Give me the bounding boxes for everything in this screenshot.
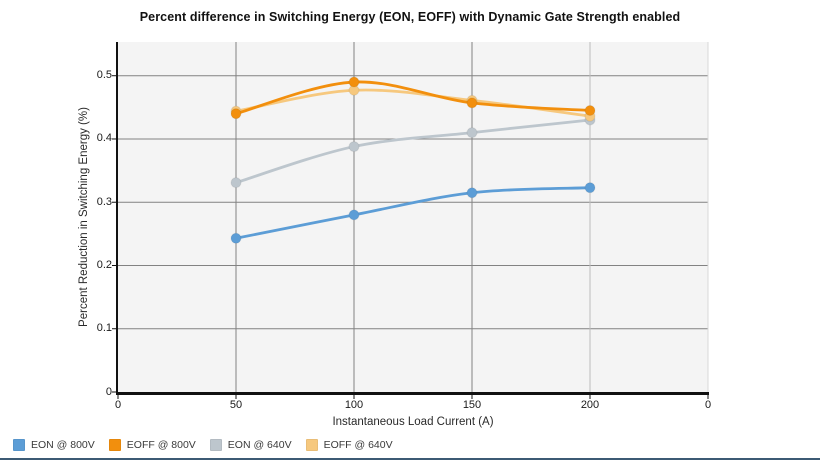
series-line-eon-800v: [234, 186, 592, 240]
x-tick-label: 0: [704, 399, 712, 411]
data-point-eon-640v: [230, 177, 242, 189]
data-point-eon-800v: [466, 187, 478, 199]
x-tick-label: 150: [462, 399, 482, 411]
y-tick-label: 0.1: [96, 322, 112, 335]
chart-title: Percent difference in Switching Energy (…: [139, 10, 681, 24]
y-tick-label: 0.5: [96, 69, 112, 82]
plot-background: [118, 42, 708, 392]
y-axis-title: Percent Reduction in Switching Energy (%…: [78, 107, 90, 327]
legend-label: EON @ 640V: [227, 439, 292, 451]
legend-item-eon-640v[interactable]: EON @ 640V: [209, 439, 292, 451]
data-point-eon-640v: [466, 127, 478, 139]
y-tick-label: 0.4: [96, 132, 112, 145]
data-point-eon-800v: [230, 232, 242, 244]
legend-swatch-eon-640v: [209, 439, 222, 451]
legend-item-eoff-640v[interactable]: EOFF @ 640V: [305, 439, 393, 451]
legend-item-eoff-800v[interactable]: EOFF @ 800V: [108, 439, 196, 451]
legend-swatch-eoff-640v: [305, 439, 318, 451]
legend: EON @ 800V EOFF @ 800V EON @ 640V EOFF @ 64…: [13, 439, 393, 451]
series-line-eoff-800v: [234, 80, 592, 116]
data-point-eoff-800v: [466, 97, 478, 109]
series-line-eon-640v: [234, 118, 592, 185]
legend-label: EOFF @ 800V: [126, 439, 196, 451]
legend-label: EON @ 800V: [31, 439, 95, 451]
y-tick-label: 0: [105, 385, 112, 398]
x-tick-label: 0: [114, 399, 122, 411]
y-tick-label: 0.2: [96, 258, 112, 271]
data-point-eoff-800v: [584, 105, 596, 117]
data-point-eon-800v: [584, 182, 596, 194]
data-point-eon-800v: [348, 209, 360, 221]
bottom-divider: [0, 458, 820, 460]
legend-swatch-eoff-800v: [108, 439, 121, 451]
x-tick-label: 100: [344, 399, 364, 411]
legend-swatch-eon-800v: [13, 439, 25, 451]
y-tick-label: 0.3: [96, 195, 112, 208]
x-tick-label: 200: [580, 399, 600, 411]
data-point-eoff-800v: [348, 76, 360, 88]
data-point-eon-640v: [348, 141, 360, 153]
data-point-eoff-800v: [230, 108, 242, 120]
legend-label: EOFF @ 640V: [323, 439, 393, 451]
plot-area: [112, 42, 709, 399]
x-tick-label: 50: [229, 399, 243, 411]
x-axis-title: Instantaneous Load Current (A): [332, 416, 494, 428]
legend-item-eon-800v[interactable]: EON @ 800V: [13, 439, 95, 451]
